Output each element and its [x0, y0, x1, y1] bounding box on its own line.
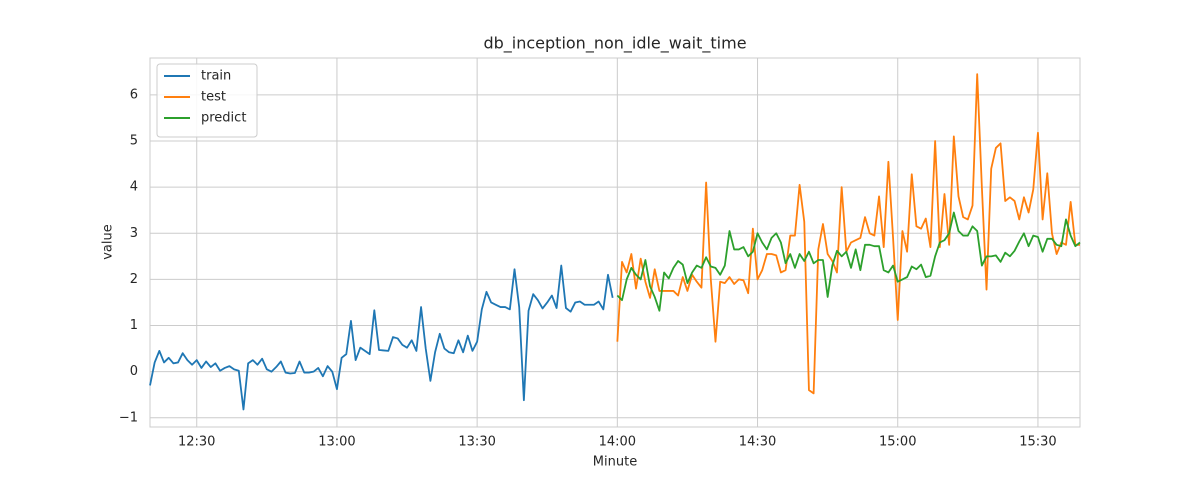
lines — [149, 73, 1081, 411]
x-tick-label: 13:30 — [458, 435, 495, 450]
y-tick-label: 0 — [130, 364, 138, 379]
y-axis-label: value — [101, 224, 116, 260]
y-tick-label: 5 — [130, 134, 138, 149]
legend-label: train — [201, 69, 231, 84]
x-tick-label: 14:30 — [739, 435, 776, 450]
legend: train test predict — [156, 63, 258, 138]
y-tick-label: 4 — [130, 180, 138, 195]
x-tick-label: 15:00 — [879, 435, 916, 450]
y-tick-label: 6 — [130, 87, 138, 102]
legend-label: test — [201, 90, 226, 105]
x-tick-label: 14:00 — [599, 435, 636, 450]
x-axis-label: Minute — [593, 455, 637, 470]
series-line — [616, 73, 1080, 395]
x-tick-label: 12:30 — [178, 435, 215, 450]
series-line — [149, 264, 614, 411]
x-tick-label: 13:00 — [318, 435, 355, 450]
x-tick-label: 15:30 — [1019, 435, 1056, 450]
y-tick-label: −1 — [119, 410, 138, 425]
chart-title: db_inception_non_idle_wait_time — [483, 34, 746, 54]
y-tick-label: 3 — [130, 226, 138, 241]
series-line — [616, 211, 1081, 312]
y-tick-label: 1 — [130, 318, 138, 333]
y-tick-label: 2 — [130, 272, 138, 287]
legend-label: predict — [201, 111, 246, 126]
